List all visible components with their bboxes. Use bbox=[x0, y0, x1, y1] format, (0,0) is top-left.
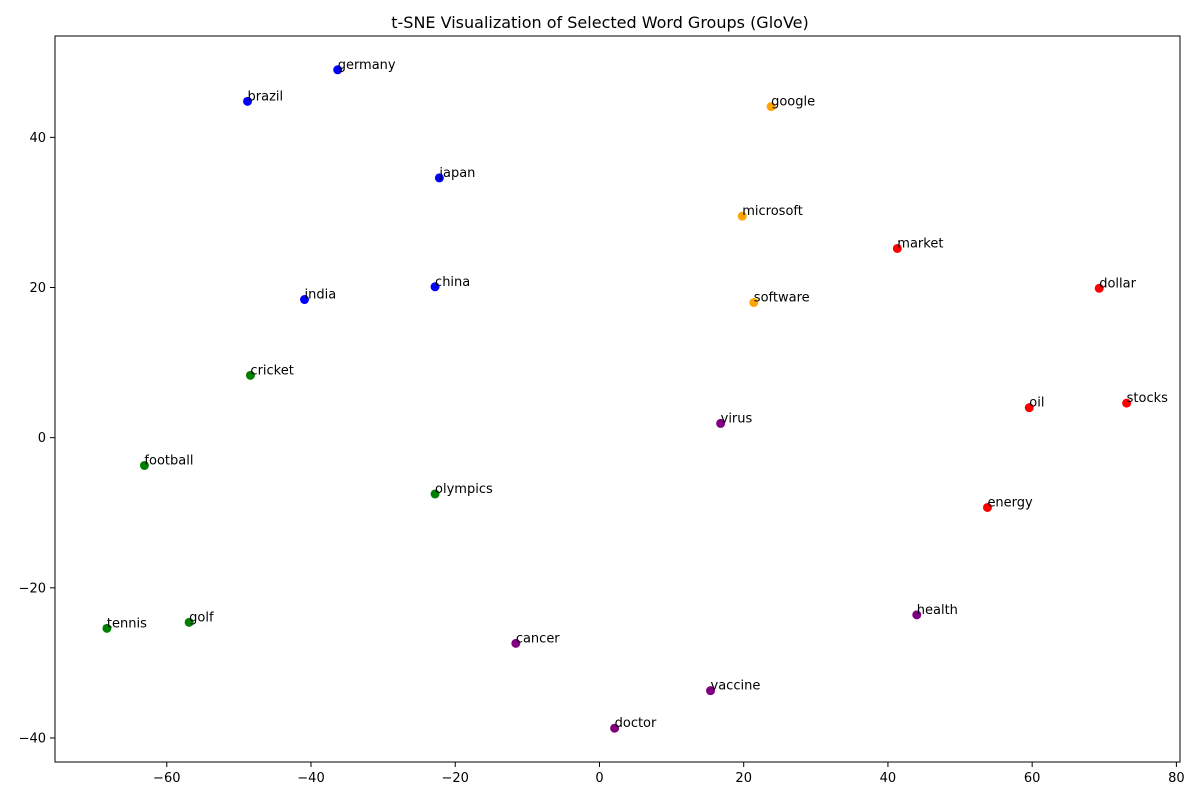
x-tick-label: 0 bbox=[595, 771, 603, 786]
data-point-china bbox=[430, 282, 440, 292]
point-label-vaccine: vaccine bbox=[711, 679, 761, 694]
point-label-cancer: cancer bbox=[516, 631, 560, 646]
point-label-health: health bbox=[917, 603, 958, 618]
data-point-golf bbox=[184, 617, 194, 627]
point-label-market: market bbox=[897, 236, 943, 251]
data-point-vaccine bbox=[706, 686, 716, 696]
point-label-football: football bbox=[144, 453, 193, 468]
data-point-japan bbox=[434, 173, 444, 183]
point-label-germany: germany bbox=[338, 58, 396, 73]
axes-frame bbox=[54, 35, 1181, 763]
point-label-microsoft: microsoft bbox=[742, 204, 803, 219]
point-label-tennis: tennis bbox=[107, 616, 147, 631]
point-label-stocks: stocks bbox=[1127, 391, 1168, 406]
point-label-golf: golf bbox=[189, 610, 214, 625]
data-point-cricket bbox=[245, 370, 255, 380]
data-point-dollar bbox=[1094, 283, 1104, 293]
data-point-energy bbox=[982, 502, 992, 512]
x-tick-label: 80 bbox=[1168, 771, 1185, 786]
point-label-virus: virus bbox=[721, 411, 753, 426]
point-label-japan: japan bbox=[438, 166, 475, 181]
data-point-germany bbox=[333, 65, 343, 75]
data-point-india bbox=[300, 295, 310, 305]
axis-ticks: −60 −40 −20 0 20 40 60 80 −40 −20 0 20 40 bbox=[19, 131, 1185, 786]
x-tick-label: −20 bbox=[442, 771, 469, 786]
data-point-oil bbox=[1024, 403, 1034, 413]
point-label-energy: energy bbox=[987, 495, 1033, 510]
data-point-football bbox=[139, 460, 149, 470]
data-point-stocks bbox=[1122, 398, 1132, 408]
point-label-software: software bbox=[754, 291, 810, 306]
point-labels: germany brazil japan china india google micros… bbox=[107, 58, 1168, 731]
data-point-health bbox=[912, 610, 922, 620]
point-label-olympics: olympics bbox=[435, 482, 493, 497]
point-label-brazil: brazil bbox=[248, 89, 284, 104]
data-point-tennis bbox=[102, 623, 112, 633]
data-point-doctor bbox=[610, 723, 620, 733]
y-tick-label: −20 bbox=[19, 581, 46, 596]
x-tick-label: 40 bbox=[880, 771, 897, 786]
y-tick-label: 20 bbox=[29, 281, 46, 296]
data-point-cancer bbox=[511, 638, 521, 648]
point-label-doctor: doctor bbox=[615, 716, 657, 731]
chart-title: t-SNE Visualization of Selected Word Gro… bbox=[391, 13, 808, 32]
data-point-virus bbox=[716, 418, 726, 428]
axes-border bbox=[54, 35, 1181, 763]
point-label-google: google bbox=[771, 95, 815, 110]
point-label-china: china bbox=[435, 275, 470, 290]
x-tick-label: 60 bbox=[1024, 771, 1041, 786]
y-tick-label: 0 bbox=[38, 431, 46, 446]
data-point-microsoft bbox=[737, 211, 747, 221]
y-tick-label: 40 bbox=[29, 131, 46, 146]
point-label-dollar: dollar bbox=[1099, 276, 1136, 291]
data-point-software bbox=[749, 298, 759, 308]
data-points bbox=[102, 65, 1132, 733]
x-tick-label: −60 bbox=[153, 771, 180, 786]
x-tick-label: −40 bbox=[297, 771, 324, 786]
point-label-cricket: cricket bbox=[250, 363, 293, 378]
point-label-oil: oil bbox=[1029, 396, 1044, 411]
point-label-india: india bbox=[305, 288, 337, 303]
data-point-google bbox=[766, 102, 776, 112]
x-tick-label: 20 bbox=[735, 771, 752, 786]
data-point-market bbox=[892, 243, 902, 253]
data-point-olympics bbox=[430, 489, 440, 499]
data-point-brazil bbox=[243, 96, 253, 106]
y-tick-label: −40 bbox=[19, 731, 46, 746]
